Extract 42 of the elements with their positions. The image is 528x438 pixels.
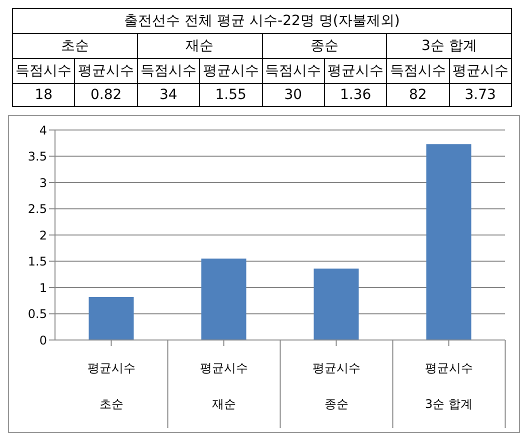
text: 득점시수 <box>262 58 324 84</box>
text: 평균시수 <box>312 361 360 375</box>
bar <box>88 296 134 340</box>
text: 평균시수 <box>324 58 387 84</box>
text: 출전선수 전체 평균 시수-22명 명(자불제외) <box>12 8 512 34</box>
x-tick-label: 재순 <box>212 397 236 411</box>
y-tick-label: 2.5 <box>28 202 47 216</box>
text: 평균시수 <box>200 58 262 84</box>
text: 득점시수 <box>12 58 75 84</box>
text: 평균시수 <box>74 58 138 84</box>
y-tick-label: 2 <box>39 228 47 242</box>
text: 30 <box>262 84 324 106</box>
x-tick-label: 3순 합계 <box>425 397 472 411</box>
category-label: 재순 <box>137 34 262 58</box>
text: 평균시수 <box>200 361 248 375</box>
y-tick-label: 1.5 <box>28 254 47 269</box>
text: 82 <box>386 84 450 106</box>
text: 평균시수 <box>424 361 473 375</box>
x-tick-label: 종순 <box>324 397 348 411</box>
y-tick-label: 4 <box>39 123 47 138</box>
text: 18 <box>12 84 75 106</box>
text: 득점시수 <box>137 58 200 84</box>
text: 득점시수 <box>386 58 450 84</box>
text: 0.82 <box>74 84 138 106</box>
y-tick-label: 1 <box>39 280 47 295</box>
category-label: 3순 합계 <box>386 34 512 58</box>
category-label: 종순 <box>262 34 387 58</box>
y-tick-label: 3.5 <box>28 150 47 164</box>
category-label: 초순 <box>12 34 138 58</box>
text: 1.55 <box>200 84 262 106</box>
bar <box>426 144 472 340</box>
y-tick-label: 0.5 <box>28 307 47 322</box>
text: 1.36 <box>324 84 387 106</box>
text: 평균시수 <box>449 58 512 84</box>
bar <box>201 258 246 340</box>
x-tick-label: 초순 <box>99 397 124 411</box>
y-tick-label: 0 <box>39 333 47 348</box>
text: 3.73 <box>449 84 512 106</box>
y-tick-label: 3 <box>39 176 47 190</box>
bar <box>314 268 359 340</box>
text: 34 <box>137 84 200 106</box>
series-label: 평균시수 <box>87 361 136 375</box>
